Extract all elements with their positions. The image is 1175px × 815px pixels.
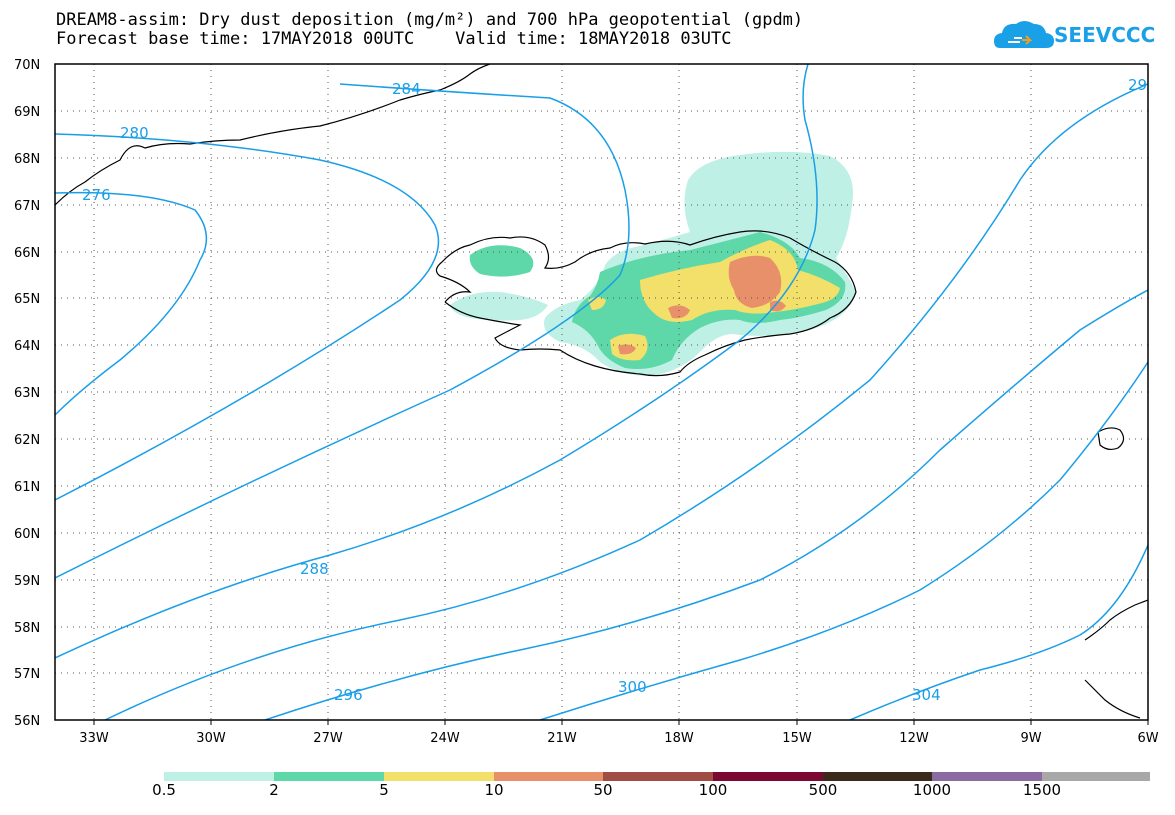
- contour-label-276: 276: [82, 186, 111, 204]
- contour-label-288: 288: [300, 560, 329, 578]
- contour-label-296: 296: [334, 686, 363, 704]
- tick-marks: [93, 720, 1149, 725]
- legend-label: 500: [808, 781, 838, 799]
- coastlines: [55, 64, 1148, 719]
- y-tick-label: 58N: [14, 621, 40, 636]
- y-tick-label: 68N: [14, 152, 40, 167]
- y-tick-label: 65N: [14, 292, 40, 307]
- legend-label: 5: [379, 781, 389, 799]
- legend-label: 100: [698, 781, 728, 799]
- logo-text: SEEVCCC: [1054, 23, 1156, 47]
- coast-scotland: [1084, 599, 1148, 641]
- contour-288: [55, 64, 818, 659]
- y-tick-label: 59N: [14, 574, 40, 589]
- x-tick-label: 27W: [313, 731, 343, 746]
- legend-swatch: [274, 772, 384, 781]
- coast-faroe: [1097, 427, 1125, 451]
- y-tick-label: 63N: [14, 386, 40, 401]
- graticule: [55, 64, 1148, 720]
- map-title-line2: Forecast base time: 17MAY2018 00UTC Vali…: [56, 29, 732, 49]
- legend-label: 2: [269, 781, 279, 799]
- legend-swatch: [713, 772, 823, 781]
- legend-swatch: [932, 772, 1042, 781]
- legend-swatch: [494, 772, 603, 781]
- y-tick-label: 69N: [14, 105, 40, 120]
- dust-level-1b: [450, 291, 548, 321]
- y-tick-label: 67N: [14, 199, 40, 214]
- coast-iceland: [435, 230, 857, 377]
- x-axis-labels: 33W 30W 27W 24W 21W 18W 15W 12W 9W 6W: [79, 731, 1158, 746]
- map-frame: [54, 63, 1149, 721]
- dust-level-4b: [668, 305, 690, 319]
- legend-label: 1000: [912, 781, 952, 799]
- x-tick-label: 15W: [782, 731, 812, 746]
- x-tick-label: 12W: [899, 731, 929, 746]
- dust-level-4d: [770, 300, 786, 312]
- contour-label-292: 29: [1128, 76, 1147, 94]
- contour-300: [539, 361, 1148, 720]
- y-tick-label: 60N: [14, 527, 40, 542]
- contour-284: [55, 83, 630, 579]
- dust-level-2b: [469, 245, 534, 277]
- x-tick-label: 24W: [430, 731, 460, 746]
- map-title-line1: DREAM8-assim: Dry dust deposition (mg/m²…: [56, 10, 804, 30]
- contour-292: [104, 83, 1148, 720]
- y-tick-label: 64N: [14, 339, 40, 354]
- x-tick-label: 18W: [664, 731, 694, 746]
- dust-shading: [450, 151, 856, 376]
- x-tick-label: 30W: [196, 731, 226, 746]
- coast-scotland-2: [1084, 679, 1141, 719]
- legend-label: 10: [484, 781, 504, 799]
- y-tick-label: 70N: [14, 58, 40, 73]
- legend-swatch: [603, 772, 713, 781]
- y-tick-label: 56N: [14, 714, 40, 729]
- coast-greenland: [55, 64, 491, 206]
- contour-label-280: 280: [120, 124, 149, 142]
- legend-swatch: [1042, 772, 1150, 781]
- y-tick-label: 61N: [14, 480, 40, 495]
- contour-296: [264, 289, 1148, 720]
- legend-swatch: [164, 772, 274, 781]
- cloud-icon: [994, 21, 1054, 48]
- contour-304: [849, 544, 1148, 720]
- dust-level-4: [728, 255, 782, 308]
- legend-label: 50: [593, 781, 613, 799]
- legend-swatch: [384, 772, 494, 781]
- geopotential-contours: [55, 64, 1148, 720]
- y-axis-labels: 56N 57N 58N 59N 60N 61N 62N 63N 64N 65N …: [14, 58, 40, 729]
- legend-label: 1500: [1022, 781, 1062, 799]
- y-tick-label: 62N: [14, 433, 40, 448]
- contour-labels: 276 280 284 288 29 296 300 304: [82, 76, 1147, 704]
- x-tick-label: 9W: [1020, 731, 1041, 746]
- contour-280: [55, 133, 440, 501]
- contour-label-304: 304: [912, 686, 941, 704]
- y-tick-label: 66N: [14, 246, 40, 261]
- contour-label-300: 300: [618, 678, 647, 696]
- x-tick-label: 33W: [79, 731, 109, 746]
- contour-276: [55, 191, 208, 416]
- contour-label-284: 284: [392, 80, 421, 98]
- x-tick-label: 6W: [1137, 731, 1158, 746]
- x-tick-label: 21W: [547, 731, 577, 746]
- dust-level-4c: [618, 344, 636, 355]
- legend-swatch: [823, 772, 932, 781]
- legend-label: 0.5: [152, 781, 176, 799]
- y-tick-label: 57N: [14, 667, 40, 682]
